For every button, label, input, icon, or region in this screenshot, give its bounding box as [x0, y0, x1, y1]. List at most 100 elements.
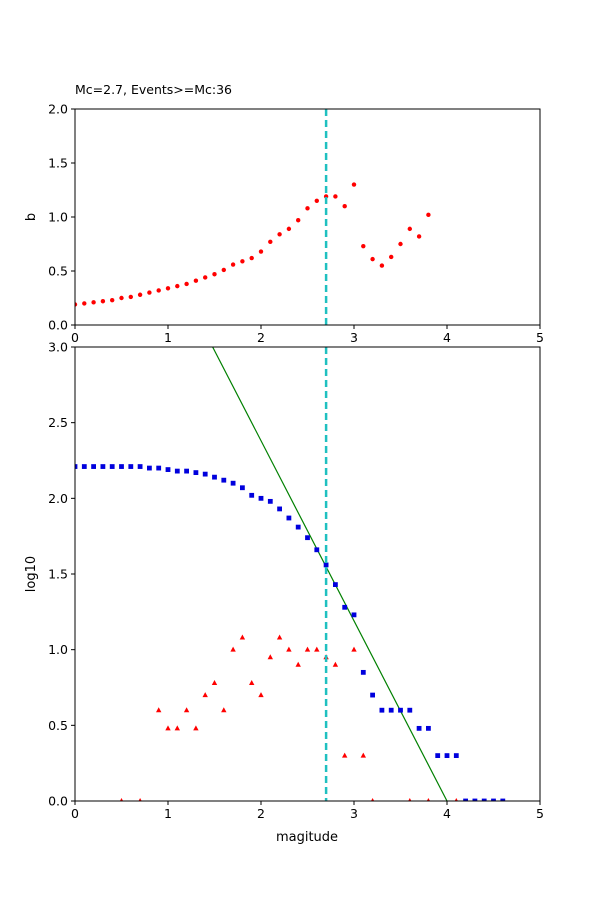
bottom-triangle-point-1-11 [239, 634, 246, 640]
top-circle-point-0-7 [137, 292, 143, 297]
top-circle-point-0-24 [296, 218, 301, 223]
top-circle-point-0-12 [184, 281, 189, 287]
top-axis-ticks: 0 1 2 3 4 5 0.0 0.5 1.0 1.5 2.0 [48, 102, 544, 346]
bottom-square-point-0-12 [184, 468, 189, 474]
bottom-x-tick-label-0: 0 [71, 806, 79, 821]
top-circle-point-0-9 [156, 288, 161, 293]
bottom-square-point-0-29 [342, 604, 348, 610]
bottom-square-point-0-16 [221, 477, 227, 483]
bottom-square-point-0-37 [416, 725, 422, 731]
bottom-fit-line [212, 347, 448, 801]
top-circle-point-0-25 [305, 206, 310, 211]
bottom-square-point-0-28 [333, 582, 338, 587]
top-circle-point-0-13 [193, 278, 199, 283]
bottom-square-point-0-39 [435, 753, 441, 758]
top-circle-point-0-23 [286, 226, 292, 232]
top-chart-title: Mc=2.7, Events>=Mc:36 [75, 82, 232, 97]
bottom-square-point-0-9 [156, 465, 162, 471]
bottom-square-point-0-32 [370, 692, 375, 698]
bottom-triangle-point-1-4 [174, 725, 180, 731]
bottom-square-point-0-17 [230, 480, 236, 486]
bottom-y-tick-label-3: 1.5 [48, 567, 68, 582]
top-circle-point-0-2 [91, 300, 96, 305]
bottom-triangle-point-1-28 [454, 798, 458, 801]
bottom-square-point-0-38 [426, 725, 431, 731]
bottom-square-point-0-43 [472, 798, 478, 801]
bottom-triangle-point-1-2 [156, 707, 162, 713]
top-circle-point-0-10 [165, 286, 171, 291]
bottom-square-point-0-22 [277, 506, 282, 512]
top-circle-point-0-6 [128, 294, 133, 300]
top-circle-point-0-32 [370, 256, 375, 262]
bottom-triangle-point-1-15 [276, 634, 283, 640]
top-circle-point-0-11 [175, 283, 180, 289]
bottom-square-point-0-8 [147, 465, 152, 471]
b-value-panel: Mc=2.7, Events>=Mc:36 b 0 1 2 3 4 5 0.0 0.5 1.0 1… [24, 82, 544, 345]
bottom-square-point-0-5 [119, 464, 124, 469]
top-axes-frame [74, 108, 541, 326]
bottom-triangle-point-1-19 [314, 646, 320, 652]
top-x-tick-label-0: 0 [71, 330, 79, 345]
bottom-square-point-0-31 [360, 669, 366, 675]
bottom-triangle-point-1-14 [267, 654, 273, 660]
bottom-triangle-point-1-18 [304, 646, 311, 652]
bottom-square-point-0-45 [491, 798, 496, 801]
bottom-x-tick-label-5: 5 [536, 806, 544, 821]
bottom-x-tick-label-3: 3 [350, 806, 358, 821]
bottom-square-point-0-46 [500, 798, 506, 801]
bottom-square-point-0-40 [444, 753, 450, 758]
bottom-square-point-0-19 [249, 492, 255, 498]
bottom-triangle-point-1-10 [230, 646, 236, 652]
top-circle-point-0-18 [240, 259, 245, 264]
top-circle-point-0-35 [398, 241, 403, 247]
top-x-tick-label-3: 3 [350, 330, 358, 345]
bottom-square-point-0-15 [212, 474, 217, 480]
bottom-square-point-0-4 [109, 464, 115, 469]
top-circle-point-0-31 [361, 243, 366, 249]
top-circle-point-0-33 [379, 263, 385, 268]
bottom-square-point-0-30 [351, 612, 357, 618]
top-circle-point-0-16 [221, 267, 226, 273]
top-circle-point-0-15 [212, 272, 217, 277]
top-circle-point-0-21 [268, 239, 273, 245]
bottom-triangle-point-1-6 [193, 725, 199, 731]
bottom-x-tick-label-2: 2 [257, 806, 265, 821]
bottom-triangle-point-1-27 [426, 798, 431, 801]
bottom-triangle-point-1-13 [258, 692, 264, 698]
top-x-tick-label-1: 1 [164, 330, 172, 345]
top-circle-point-0-19 [249, 255, 254, 261]
bottom-y-tick-label-2: 1.0 [48, 642, 68, 657]
bottom-triangle-point-1-24 [360, 752, 366, 758]
bottom-triangle-point-1-17 [295, 661, 301, 667]
bottom-square-point-0-27 [323, 562, 329, 568]
bottom-square-point-0-0 [75, 464, 78, 469]
top-y-axis-label: b [24, 213, 39, 221]
bottom-plot-area [75, 347, 506, 801]
top-circle-point-0-26 [314, 198, 319, 203]
top-circle-point-0-30 [351, 182, 357, 187]
bottom-square-point-0-42 [463, 798, 468, 801]
top-circle-point-0-17 [230, 262, 236, 267]
top-circle-point-0-34 [389, 254, 394, 260]
bottom-square-point-0-18 [240, 485, 245, 491]
top-plot-area [75, 109, 431, 325]
bottom-y-tick-label-5: 2.5 [48, 415, 68, 430]
bottom-square-point-0-25 [305, 535, 310, 541]
top-circle-point-0-3 [100, 299, 106, 304]
bottom-triangle-point-1-25 [370, 798, 375, 801]
bottom-axes-frame [74, 346, 541, 802]
frequency-magnitude-panel: magitude log10 0 1 2 3 4 5 0.0 0.5 1.0 1.5 2.0 2.5 3… [24, 340, 544, 846]
bottom-square-point-0-24 [295, 524, 301, 530]
bottom-square-point-0-3 [100, 464, 106, 469]
bottom-square-point-0-41 [453, 753, 459, 758]
bottom-square-point-0-23 [286, 515, 292, 521]
bottom-axis-ticks: 0 1 2 3 4 5 0.0 0.5 1.0 1.5 2.0 2.5 3.0 [48, 340, 544, 822]
bottom-square-point-0-35 [398, 707, 403, 713]
top-circle-point-0-4 [110, 297, 115, 303]
bottom-triangle-point-1-23 [351, 646, 357, 652]
top-circle-point-0-8 [147, 290, 152, 295]
bottom-x-tick-label-1: 1 [164, 806, 172, 821]
top-circle-point-0-36 [407, 226, 412, 232]
top-y-tick-label-3: 1.5 [48, 156, 68, 171]
